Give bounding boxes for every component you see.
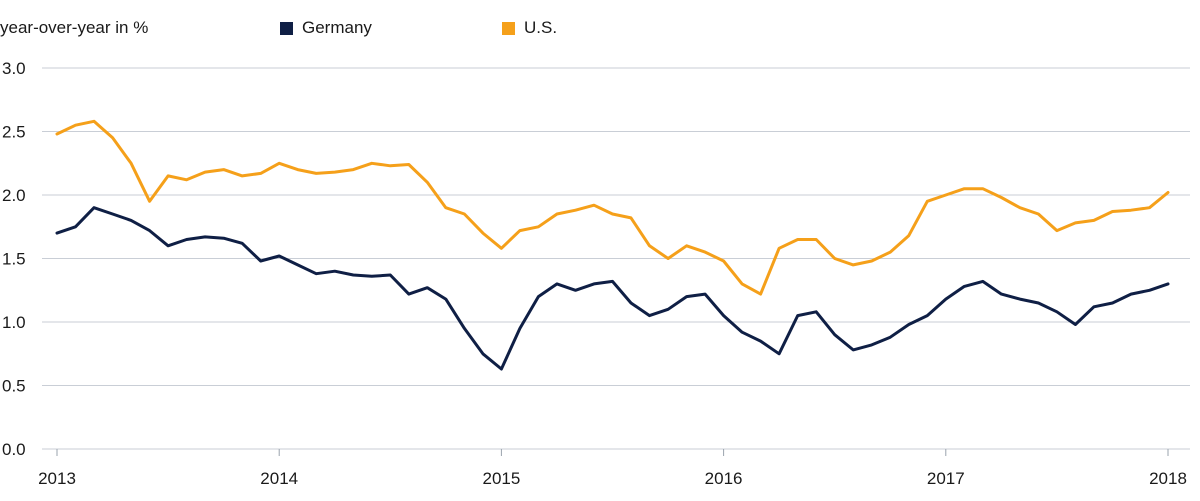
x-tick-label: 2016 bbox=[705, 469, 743, 488]
x-tick-label: 2015 bbox=[482, 469, 520, 488]
y-tick-label: 2.0 bbox=[2, 186, 26, 205]
y-tick-label: 2.5 bbox=[2, 123, 26, 142]
y-tick-label: 1.5 bbox=[2, 250, 26, 269]
y-tick-label: 0.5 bbox=[2, 377, 26, 396]
legend-label-us: U.S. bbox=[524, 18, 558, 37]
y-tick-label: 1.0 bbox=[2, 313, 26, 332]
y-axis-label: year-over-year in % bbox=[0, 18, 149, 37]
x-tick-label: 2017 bbox=[927, 469, 965, 488]
y-gridlines bbox=[42, 67, 1190, 450]
y-tick-label: 3.0 bbox=[2, 59, 26, 78]
x-tick-label: 2018 bbox=[1149, 469, 1187, 488]
legend-item-us: U.S. bbox=[502, 18, 557, 38]
x-axis: 2013 2014 2015 2016 2017 2018 bbox=[38, 449, 1187, 488]
legend-swatch-us bbox=[502, 21, 515, 35]
y-tick-label: 0.0 bbox=[2, 440, 26, 459]
legend-label-germany: Germany bbox=[302, 18, 372, 37]
x-tick-label: 2014 bbox=[260, 469, 298, 488]
x-tick-label: 2013 bbox=[38, 469, 76, 488]
series-line-u-s bbox=[55, 119, 1170, 296]
y-tick-labels: 0.0 0.5 1.0 1.5 2.0 2.5 3.0 bbox=[2, 59, 26, 459]
series-line-germany bbox=[55, 206, 1170, 371]
legend-item-germany: Germany bbox=[280, 18, 372, 38]
series-lines bbox=[55, 119, 1170, 371]
legend-swatch-germany bbox=[280, 21, 293, 35]
